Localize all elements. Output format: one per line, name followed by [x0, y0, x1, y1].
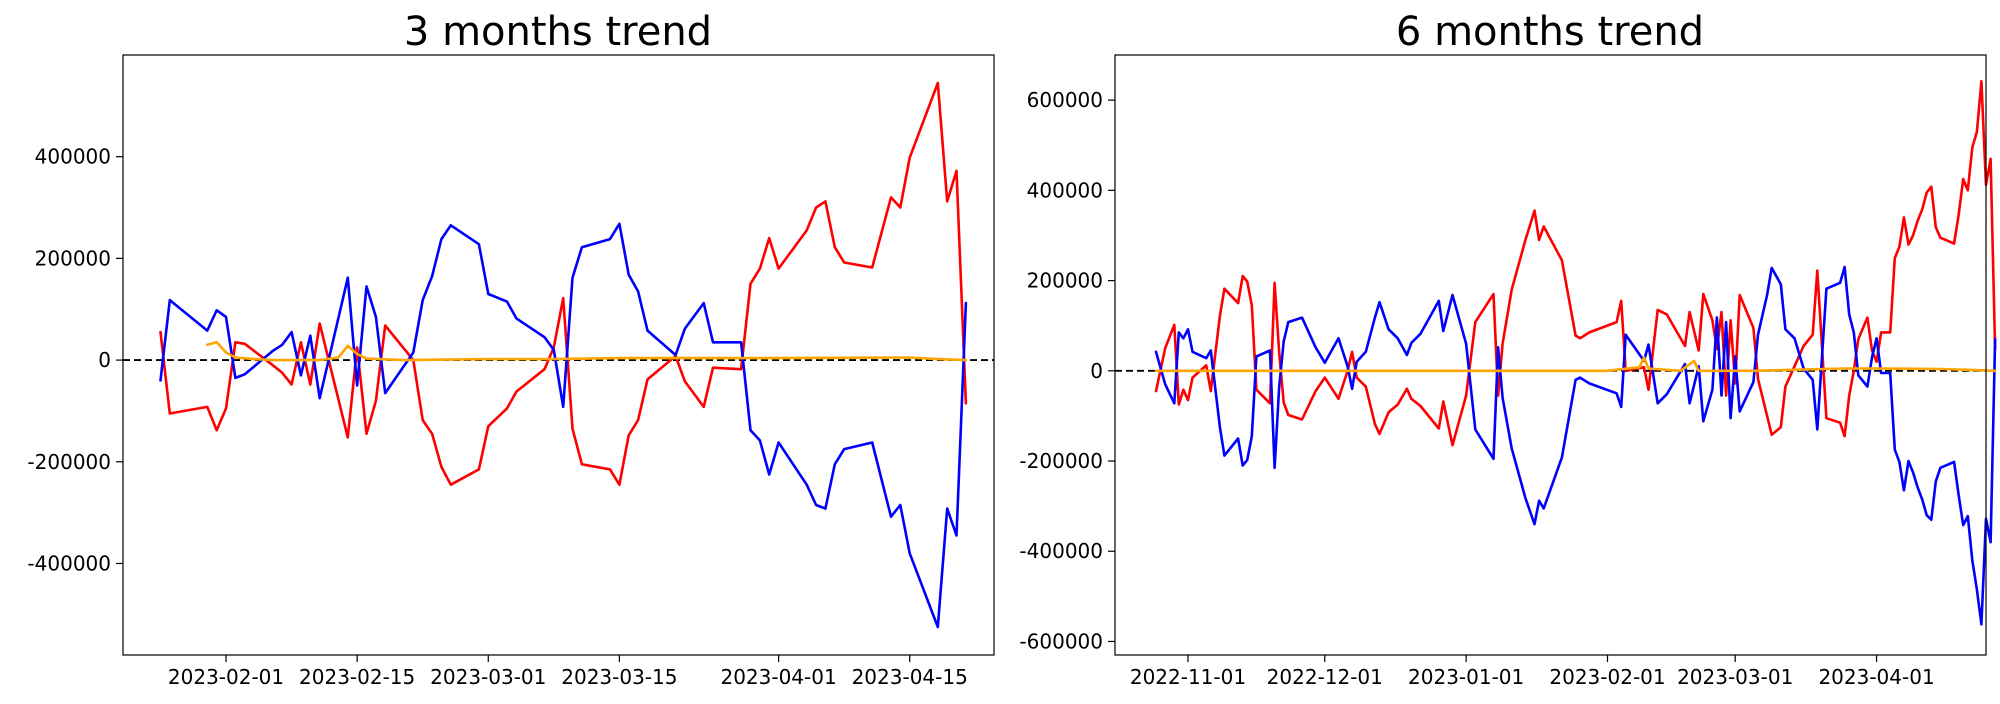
y-tick-label: 0 [98, 348, 111, 372]
x-tick-label: 2023-01-01 [1408, 665, 1524, 689]
y-tick-label: -400000 [27, 551, 111, 575]
y-tick-label: -200000 [27, 450, 111, 474]
x-tick-label: 2023-02-01 [168, 665, 284, 689]
x-tick-label: 2023-03-01 [430, 665, 546, 689]
series-line-1 [159, 81, 968, 487]
x-tick-label: 2023-04-01 [1818, 665, 1934, 689]
x-tick-label: 2022-11-01 [1130, 665, 1246, 689]
x-tick-label: 2022-12-01 [1267, 665, 1383, 689]
y-tick-label: 600000 [1027, 88, 1103, 112]
plot-frame [122, 54, 995, 656]
series-line-2 [159, 222, 968, 629]
series-line-3 [1154, 355, 1997, 373]
x-tick-label: 2023-02-15 [299, 665, 415, 689]
y-tick-label: 200000 [1027, 269, 1103, 293]
chart-title: 3 months trend [404, 9, 712, 55]
chart-marks: -400000 -200000 0 200000 400000 2023-02-01 202… [27, 81, 994, 689]
chart-title: 6 months trend [1396, 9, 1704, 55]
y-tick-label: 400000 [1027, 178, 1103, 202]
y-tick-label: -600000 [1019, 629, 1103, 653]
chart-panel-3-months: 3 months trend -400000 -200000 0 200000 4000… [27, 9, 995, 689]
y-tick-label: 400000 [35, 145, 111, 169]
x-tick-label: 2023-02-01 [1549, 665, 1665, 689]
series-line-1 [1154, 79, 1997, 447]
x-tick-label: 2023-03-01 [1677, 665, 1793, 689]
chart-marks: -600000 -400000 -200000 0 200000 400000 600000… [1019, 79, 1997, 689]
x-tick-label: 2023-04-15 [852, 665, 968, 689]
y-tick-label: -200000 [1019, 449, 1103, 473]
plot-frame [1114, 54, 1987, 656]
y-tick-label: 200000 [35, 246, 111, 270]
y-tick-label: 0 [1090, 359, 1103, 383]
x-tick-label: 2023-04-01 [720, 665, 836, 689]
series-line-3 [206, 340, 968, 362]
y-tick-label: -400000 [1019, 539, 1103, 563]
x-tick-label: 2023-03-15 [561, 665, 677, 689]
series-line-2 [1154, 265, 1997, 626]
chart-panel-6-months: 6 months trend -600000 -400000 -200000 0 200… [1019, 9, 1997, 689]
